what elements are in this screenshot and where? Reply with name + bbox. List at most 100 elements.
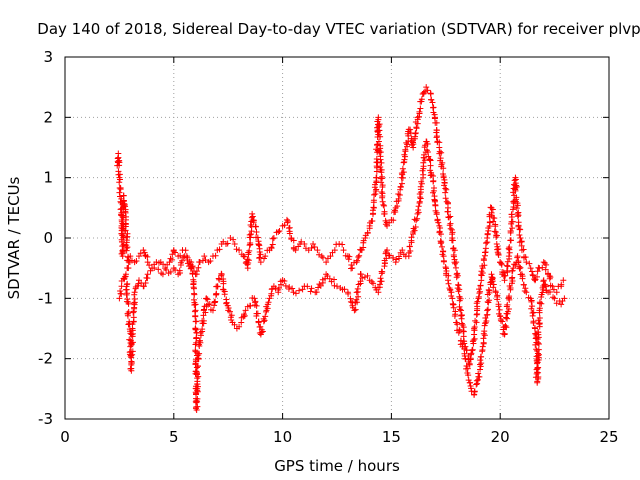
data-point — [140, 283, 147, 290]
data-point — [413, 217, 420, 224]
data-point — [193, 406, 200, 413]
data-point — [399, 165, 406, 172]
data-point — [476, 373, 483, 380]
x-tick-label: 10 — [273, 428, 292, 446]
data-point — [433, 209, 440, 216]
data-point — [192, 404, 199, 411]
data-point — [196, 338, 203, 345]
data-point — [517, 226, 524, 233]
data-point — [340, 247, 347, 254]
data-point — [482, 314, 489, 321]
data-point — [471, 325, 478, 332]
data-point — [123, 291, 130, 298]
data-point — [130, 314, 137, 321]
data-point — [425, 153, 432, 160]
data-point — [286, 284, 293, 291]
data-point — [216, 276, 223, 283]
data-point — [194, 371, 201, 378]
data-point — [127, 253, 134, 260]
data-point — [501, 330, 508, 337]
data-point — [503, 324, 510, 331]
data-point — [450, 304, 457, 311]
data-point — [406, 243, 413, 250]
data-point — [534, 364, 541, 371]
data-point — [397, 184, 404, 191]
data-point — [550, 286, 557, 293]
data-point — [504, 301, 511, 308]
data-point — [414, 210, 421, 217]
data-point — [515, 259, 522, 266]
data-point — [484, 298, 491, 305]
data-point — [204, 296, 211, 303]
data-point — [415, 206, 422, 213]
data-point — [526, 260, 533, 267]
data-point — [455, 329, 462, 336]
data-point — [181, 253, 188, 260]
data-point — [420, 171, 427, 178]
data-point — [490, 284, 497, 291]
data-point — [159, 271, 166, 278]
data-point — [495, 251, 502, 258]
data-point — [484, 231, 491, 238]
data-point — [344, 253, 351, 260]
data-point — [202, 309, 209, 316]
data-point — [513, 183, 520, 190]
data-point — [535, 346, 542, 353]
data-point — [499, 318, 506, 325]
data-point — [151, 264, 158, 271]
data-point — [122, 203, 129, 210]
x-axis-label: GPS time / hours — [274, 457, 400, 475]
data-point — [410, 144, 417, 151]
data-point — [226, 308, 233, 315]
data-point — [169, 256, 176, 263]
data-point — [247, 302, 254, 309]
data-point — [445, 214, 452, 221]
data-point — [144, 259, 151, 266]
data-point — [125, 265, 132, 272]
data-point — [331, 276, 338, 283]
data-point — [473, 319, 480, 326]
data-point — [447, 287, 454, 294]
data-point — [399, 174, 406, 181]
data-point — [370, 199, 377, 206]
data-point — [378, 159, 385, 166]
data-point — [454, 285, 461, 292]
x-tick-label: 5 — [169, 428, 179, 446]
data-point — [469, 347, 476, 354]
data-point — [236, 323, 243, 330]
data-point — [383, 255, 390, 262]
data-point — [381, 259, 388, 266]
data-point — [471, 335, 478, 342]
data-point — [472, 317, 479, 324]
data-point — [514, 253, 521, 260]
data-point — [486, 287, 493, 294]
data-point — [412, 130, 419, 137]
data-point — [509, 268, 516, 275]
data-point — [124, 310, 131, 317]
data-point — [469, 346, 476, 353]
data-point — [475, 293, 482, 300]
data-point — [261, 317, 268, 324]
data-point — [381, 202, 388, 209]
data-point — [507, 285, 514, 292]
data-point — [447, 213, 454, 220]
data-point — [477, 357, 484, 364]
data-point — [451, 313, 458, 320]
x-tick-label: 15 — [382, 428, 401, 446]
data-point — [508, 211, 515, 218]
data-point — [116, 295, 123, 302]
data-point — [347, 295, 354, 302]
data-point — [412, 223, 419, 230]
data-point — [195, 352, 202, 359]
data-point — [123, 286, 130, 293]
data-point — [195, 264, 202, 271]
data-point — [449, 237, 456, 244]
data-point — [450, 301, 457, 308]
data-point — [512, 174, 519, 181]
data-point — [128, 365, 135, 372]
data-point — [128, 331, 135, 338]
data-point — [519, 275, 526, 282]
data-point — [116, 179, 123, 186]
data-point — [257, 259, 264, 266]
